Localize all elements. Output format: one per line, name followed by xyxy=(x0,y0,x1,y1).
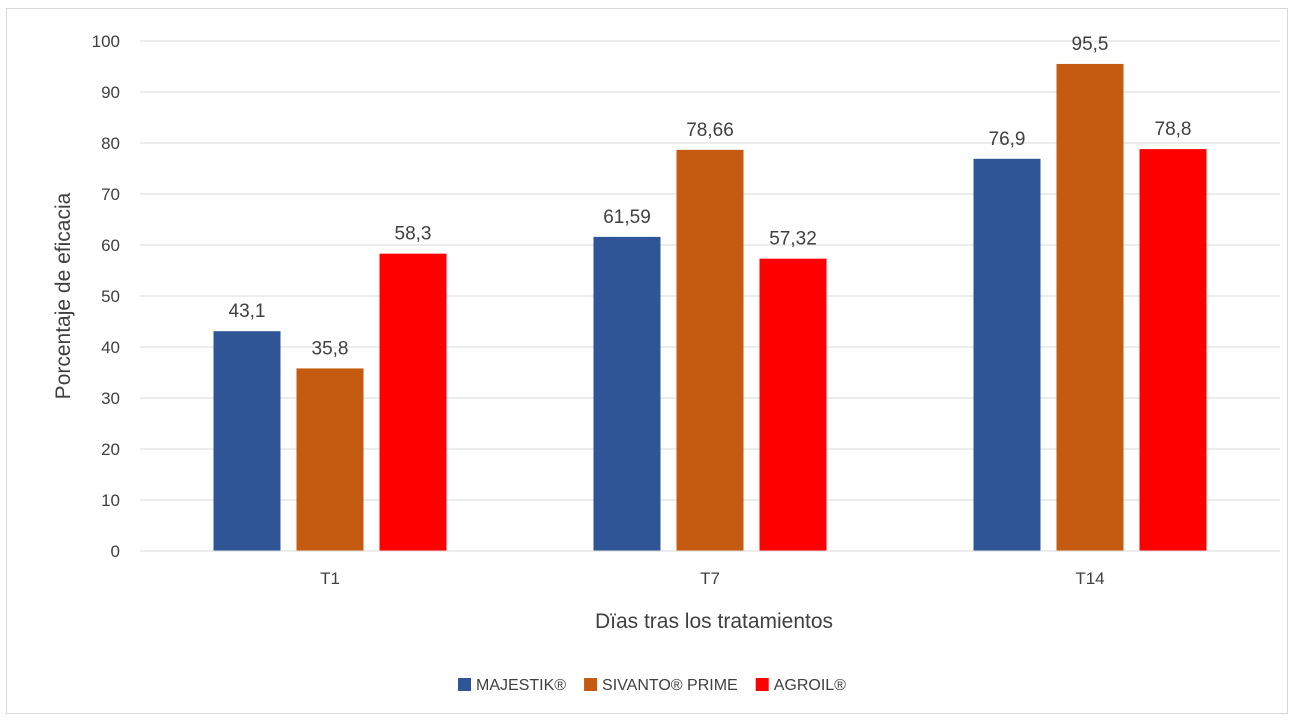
bar xyxy=(759,258,827,551)
bar xyxy=(213,331,281,551)
y-tick-label: 90 xyxy=(101,83,120,102)
data-label: 78,8 xyxy=(1155,119,1192,140)
y-axis-title: Porcentaje de eficacia xyxy=(52,192,75,399)
y-tick-label: 80 xyxy=(101,134,120,153)
data-label: 58,3 xyxy=(395,224,432,245)
data-label: 76,9 xyxy=(989,129,1026,150)
y-tick-label: 60 xyxy=(101,236,120,255)
legend-swatch xyxy=(755,678,769,691)
legend-label: MAJESTIK® xyxy=(476,677,566,694)
legend-item: MAJESTIK® xyxy=(458,677,566,694)
y-tick-label: 30 xyxy=(101,389,120,408)
x-axis-ticks: T1 T7 T14 xyxy=(320,569,1105,588)
bar xyxy=(1139,149,1207,551)
y-tick-label: 50 xyxy=(101,287,120,306)
bar xyxy=(1056,63,1124,551)
bars xyxy=(213,63,1207,552)
bar xyxy=(296,368,364,551)
data-label: 57,32 xyxy=(769,229,817,250)
data-labels: 43,1 35,8 58,3 61,59 78,66 57,32 76,9 95,5 78,8 xyxy=(229,34,1192,359)
y-tick-label: 0 xyxy=(111,542,120,561)
legend-swatch xyxy=(584,678,598,691)
legend-item: SIVANTO® PRIME xyxy=(584,677,738,694)
legend: MAJESTIK® SIVANTO® PRIME AGROIL® xyxy=(458,677,846,694)
legend-swatch xyxy=(458,678,472,691)
data-label: 35,8 xyxy=(312,338,349,359)
bar xyxy=(593,236,661,552)
y-tick-label: 20 xyxy=(101,440,120,459)
legend-label: SIVANTO® PRIME xyxy=(602,677,738,694)
data-label: 95,5 xyxy=(1072,34,1109,55)
x-axis-title: Dïas tras los tratamientos xyxy=(595,610,833,633)
bar xyxy=(379,253,447,552)
y-tick-label: 70 xyxy=(101,185,120,204)
bar xyxy=(973,158,1041,551)
bar xyxy=(676,149,744,552)
legend-item: AGROIL® xyxy=(755,677,846,694)
y-axis-ticks: 0 10 20 30 40 50 60 70 80 90 100 xyxy=(92,32,120,561)
y-tick-label: 10 xyxy=(101,491,120,510)
data-label: 43,1 xyxy=(229,301,266,322)
data-label: 78,66 xyxy=(686,120,734,141)
x-tick-label: T7 xyxy=(700,569,720,588)
legend-label: AGROIL® xyxy=(774,677,846,694)
x-tick-label: T1 xyxy=(320,569,340,588)
x-tick-label: T14 xyxy=(1075,569,1104,588)
y-tick-label: 40 xyxy=(101,338,120,357)
data-label: 61,59 xyxy=(603,207,651,228)
y-tick-label: 100 xyxy=(92,32,120,51)
